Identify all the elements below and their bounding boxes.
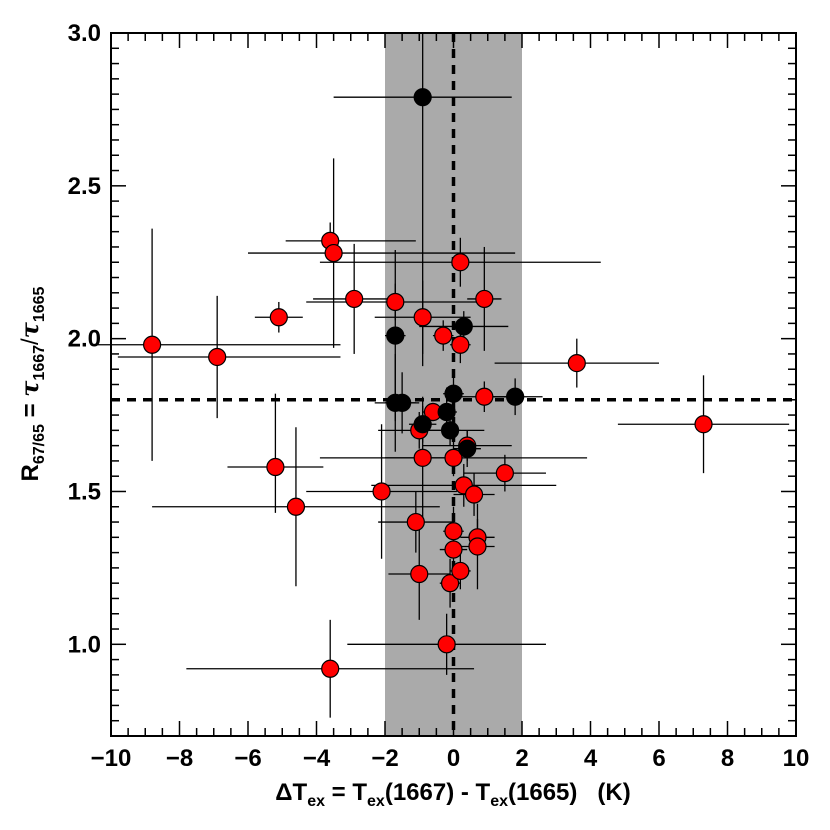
black-data-point — [413, 88, 432, 107]
y-tick-label: 1.0 — [68, 631, 101, 658]
red-data-point — [567, 354, 586, 373]
red-data-point — [372, 482, 391, 501]
red-data-point — [410, 564, 429, 584]
red-data-point — [266, 457, 285, 477]
red-data-point — [321, 659, 340, 678]
red-data-point — [269, 308, 288, 327]
y-tick-label: 2.0 — [68, 326, 101, 353]
x-tick-label: 4 — [584, 745, 598, 772]
red-data-point — [495, 464, 514, 483]
black-data-point — [386, 326, 405, 345]
black-data-point — [454, 317, 473, 336]
red-data-point — [440, 574, 460, 593]
red-data-point — [444, 522, 463, 541]
x-tick-label: 0 — [447, 745, 460, 772]
red-data-point — [464, 485, 484, 504]
black-data-point — [458, 439, 477, 458]
x-tick-label: −8 — [166, 745, 193, 772]
y-tick-label: 1.5 — [68, 478, 101, 505]
red-data-point — [286, 497, 306, 516]
x-tick-label: −4 — [303, 745, 331, 772]
red-data-point — [434, 326, 453, 345]
black-data-point — [440, 421, 460, 440]
red-data-point — [386, 292, 405, 312]
red-data-point — [143, 335, 162, 354]
red-data-point — [444, 448, 463, 467]
red-data-point — [345, 289, 364, 309]
x-tick-label: 2 — [515, 745, 528, 772]
red-data-point — [451, 253, 470, 272]
y-axis-title: R67/65 = τ1667/τ1665 — [15, 286, 48, 481]
red-data-point — [406, 512, 425, 532]
red-data-point — [437, 635, 456, 654]
y-tick-label: 2.5 — [68, 173, 101, 200]
y-tick-label: 3.0 — [68, 20, 101, 47]
plot-frame — [110, 32, 797, 737]
black-data-point — [437, 402, 456, 422]
x-tick-label: −10 — [91, 745, 132, 772]
black-data-point — [444, 384, 463, 403]
x-tick-label: −6 — [234, 745, 261, 772]
x-tick-label: −2 — [371, 745, 398, 772]
black-data-point — [506, 387, 525, 406]
x-tick-label: 8 — [721, 745, 734, 772]
black-data-point — [393, 393, 412, 412]
x-tick-label: 10 — [783, 745, 810, 772]
red-data-point — [413, 308, 432, 327]
red-data-point — [451, 335, 470, 354]
red-data-point — [444, 540, 463, 559]
red-data-point — [413, 448, 432, 467]
red-data-point — [208, 347, 227, 367]
red-data-point — [475, 289, 494, 309]
red-data-point — [324, 243, 343, 263]
red-data-point — [475, 387, 494, 406]
black-data-point — [413, 415, 432, 434]
x-axis-title: ΔTex = Tex(1667) - Tex(1665) (K) — [275, 779, 630, 810]
red-data-point — [694, 415, 713, 434]
x-tick-label: 6 — [652, 745, 665, 772]
red-data-point — [468, 537, 487, 556]
red-data-point — [451, 561, 470, 581]
